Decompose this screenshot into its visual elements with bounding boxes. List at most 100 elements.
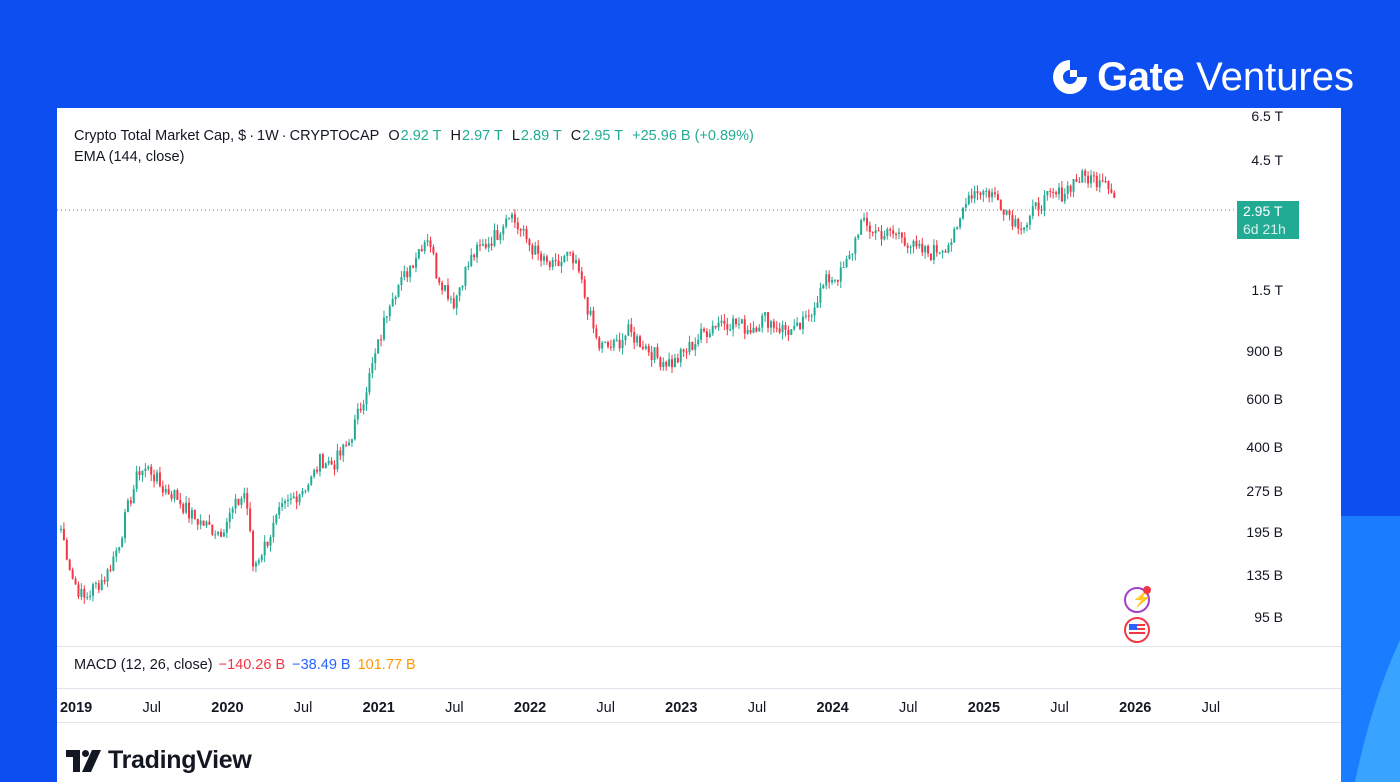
candle-body <box>272 522 275 538</box>
candle-body <box>83 589 86 598</box>
legend-main-line: Crypto Total Market Cap, $ · 1W · CRYPTOCAP O… <box>74 128 754 144</box>
candle-body <box>382 317 385 340</box>
candle-body <box>252 530 255 567</box>
candle-body <box>89 595 92 598</box>
candle-body <box>478 244 481 246</box>
candle-body <box>874 230 877 234</box>
candle-body <box>1113 192 1116 198</box>
candle-body <box>880 231 883 240</box>
macd-signal-value: 101.77 B <box>357 657 416 673</box>
candle-body <box>1060 187 1063 202</box>
candle-body <box>545 256 548 262</box>
candle-body <box>726 324 729 330</box>
candle-body <box>598 337 601 349</box>
footer-divider <box>57 722 1341 723</box>
candle-body <box>819 288 822 303</box>
candle-body <box>531 245 534 255</box>
candle-body <box>121 538 124 548</box>
legend-symbol[interactable]: Crypto Total Market Cap, $ <box>74 128 247 144</box>
legend-interval[interactable]: 1W <box>257 128 279 144</box>
candle-body <box>179 499 182 505</box>
candle-body <box>124 512 127 539</box>
candle-body <box>932 245 935 260</box>
candle-body <box>333 464 336 470</box>
candle-body <box>1028 215 1031 225</box>
pane-divider[interactable] <box>57 646 1341 647</box>
candle-body <box>141 470 144 476</box>
candle-body <box>423 242 426 252</box>
candle-body <box>691 341 694 350</box>
candle-body <box>1017 218 1020 229</box>
candle-body <box>903 237 906 246</box>
candle-body <box>857 234 860 238</box>
candle-body <box>246 493 249 509</box>
candle-body <box>1055 192 1058 195</box>
candle-body <box>833 279 836 281</box>
candle-body <box>170 494 173 499</box>
candle-body <box>563 255 566 262</box>
price-pane[interactable]: Crypto Total Market Cap, $ · 1W · CRYPTOCAP O… <box>57 108 1341 648</box>
candle-body <box>336 450 339 470</box>
candle-body <box>228 512 231 522</box>
candle-body <box>1020 228 1023 230</box>
candle-body <box>1069 185 1072 192</box>
candle-body <box>385 316 388 318</box>
candle-body <box>892 230 895 235</box>
candle-body <box>493 230 496 246</box>
candle-body <box>231 508 234 513</box>
candle-body <box>208 521 211 525</box>
candle-body <box>348 442 351 446</box>
candle-body <box>74 578 77 585</box>
candle-body <box>586 297 589 315</box>
candle-body <box>703 328 706 332</box>
candle-body <box>286 499 289 502</box>
candle-body <box>342 444 345 456</box>
candle-body <box>199 520 202 525</box>
candle-body <box>708 333 711 338</box>
candle-body <box>714 325 717 328</box>
candle-body <box>1014 218 1017 227</box>
candle-body <box>420 249 423 252</box>
candle-body <box>470 254 473 266</box>
candle-body <box>135 471 138 489</box>
candle-body <box>1063 193 1066 202</box>
candle-body <box>473 254 476 258</box>
candle-body <box>580 271 583 280</box>
candle-body <box>1092 175 1095 177</box>
candle-body <box>281 503 284 507</box>
time-label-month: Jul <box>142 700 162 716</box>
candle-body <box>720 320 723 323</box>
time-axis[interactable]: 2019 Jul 2020 Jul 2021 Jul 2022 Jul 2023 Jul 2024 J… <box>57 694 1341 722</box>
candle-body <box>743 319 746 334</box>
macd-legend[interactable]: MACD (12, 26, close) −140.26 B −38.49 B 101… <box>74 657 416 673</box>
candle-body <box>359 408 362 411</box>
time-label-year: 2025 <box>967 700 1001 716</box>
candle-body <box>540 253 543 261</box>
candle-body <box>205 521 208 526</box>
candle-body <box>519 229 522 231</box>
candle-body <box>970 195 973 199</box>
candle-body <box>996 194 999 200</box>
candle-body <box>307 484 310 491</box>
candle-body <box>269 537 272 546</box>
candle-body <box>374 353 377 364</box>
candle-body <box>429 240 432 248</box>
legend-indicator-line[interactable]: EMA (144, close) <box>74 147 754 168</box>
candle-body <box>959 218 962 228</box>
chart-legend: Crypto Total Market Cap, $ · 1W · CRYPTOCAP O… <box>74 126 754 168</box>
bolt-icon[interactable]: ⚡ <box>1124 586 1152 613</box>
candle-body <box>185 502 188 513</box>
us-flag-icon[interactable] <box>1124 617 1150 643</box>
candle-body <box>1034 202 1037 207</box>
candle-body <box>592 310 595 329</box>
tradingview-logo[interactable]: TradingView <box>66 746 252 775</box>
time-label-year: 2020 <box>211 700 244 716</box>
candle-body <box>801 316 804 330</box>
candle-body <box>641 347 644 349</box>
candle-body <box>1043 195 1046 211</box>
candle-body <box>813 307 816 316</box>
candle-body <box>842 266 845 268</box>
candle-body <box>644 346 647 349</box>
brand-subname: Ventures <box>1196 54 1354 99</box>
